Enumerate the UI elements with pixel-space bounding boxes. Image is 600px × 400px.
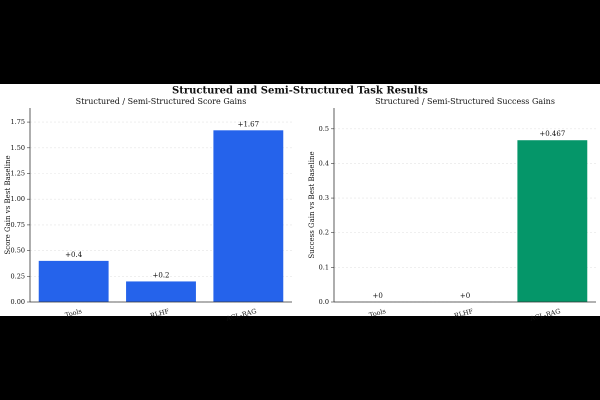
bar [517, 140, 588, 302]
value-label: +0 [373, 292, 383, 300]
value-label: +0 [460, 292, 470, 300]
y-tick-label: 0.50 [11, 247, 25, 255]
y-tick-label: 0.75 [11, 221, 25, 229]
y-tick-label: 0.4 [319, 159, 329, 167]
value-label: +0.2 [153, 271, 170, 279]
y-axis-label: Success Gain vs Best Baseline [308, 151, 316, 258]
y-tick-label: 0.3 [319, 194, 329, 202]
bar [213, 130, 284, 302]
y-tick-label: 0.2 [319, 229, 329, 237]
y-tick-label: 0.5 [319, 125, 329, 133]
y-tick-label: 1.00 [11, 195, 25, 203]
value-label: +1.67 [238, 120, 259, 128]
y-tick-label: 1.75 [11, 118, 25, 126]
figure-title: Structured and Semi-Structured Task Resu… [172, 86, 428, 97]
bar [38, 260, 109, 302]
value-label: +0.4 [65, 251, 83, 259]
y-axis-label: Score Gain vs Best Baseline [4, 155, 12, 254]
value-label: +0.467 [539, 130, 565, 138]
y-tick-label: 1.50 [11, 144, 25, 152]
y-tick-label: 0.0 [319, 298, 329, 306]
y-tick-label: 0.00 [11, 298, 25, 306]
axes-title: Structured / Semi-Structured Score Gains [76, 97, 247, 106]
y-tick-label: 0.25 [11, 272, 25, 280]
axes-title: Structured / Semi-Structured Success Gai… [375, 97, 555, 106]
y-tick-label: 0.1 [319, 263, 329, 271]
y-tick-label: 1.25 [11, 169, 25, 177]
bar [126, 281, 196, 302]
